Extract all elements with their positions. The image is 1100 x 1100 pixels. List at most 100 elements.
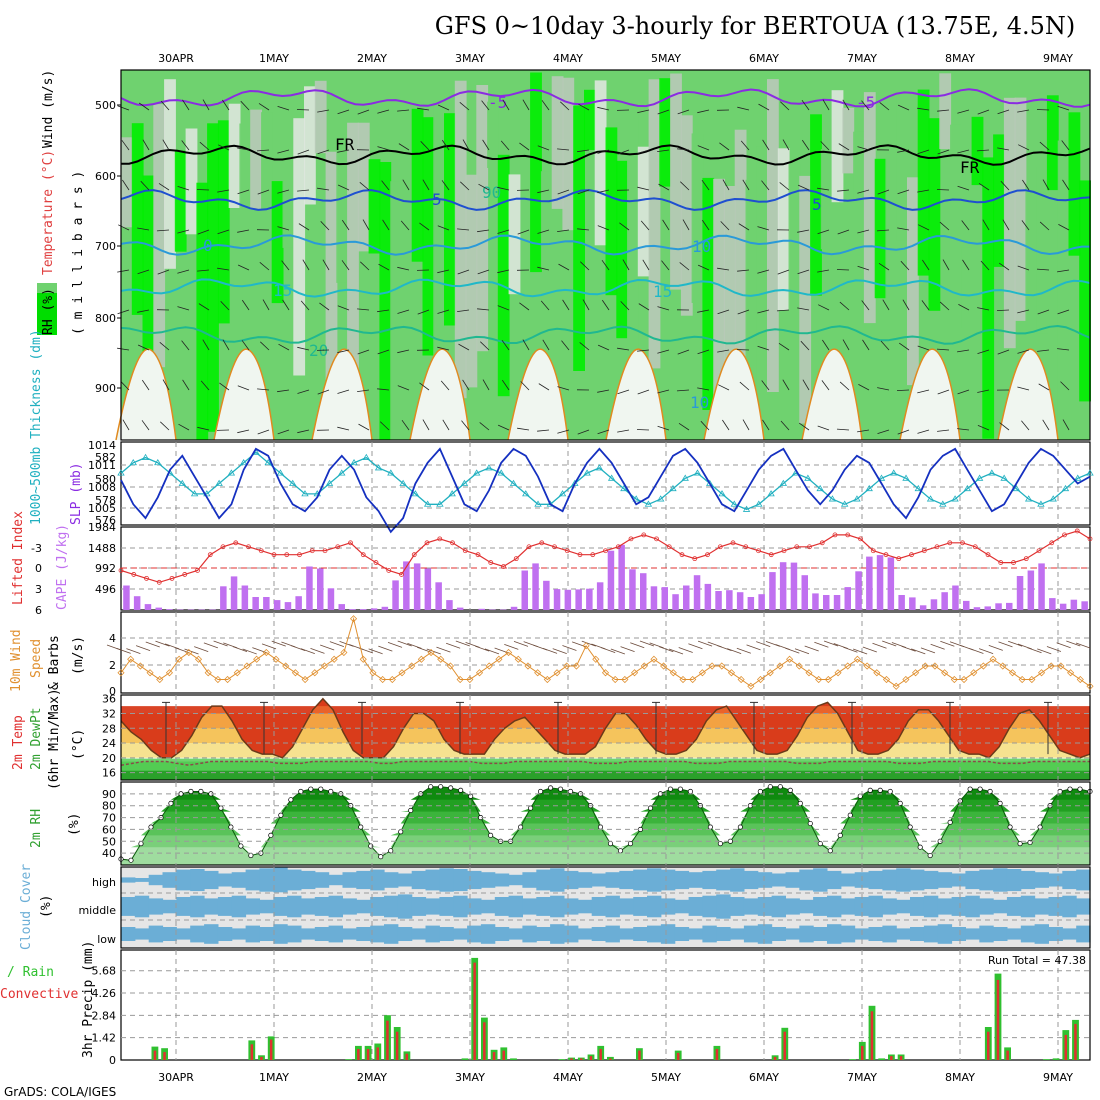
wind-barb-10m [872, 642, 887, 649]
wind-point [505, 648, 513, 657]
cape-bar [360, 609, 367, 610]
rh-point [607, 841, 614, 847]
rh-shade [454, 80, 467, 399]
cloud-cell-middle [480, 899, 496, 914]
rh-shade [121, 137, 133, 228]
wind-barb-10m [513, 640, 529, 647]
li-point [641, 532, 647, 538]
wind-barb [241, 340, 250, 351]
rh-shade [487, 101, 499, 168]
wind-barb [678, 422, 690, 431]
date-label-top: 3MAY [455, 52, 485, 65]
cloud-cell-middle [314, 897, 330, 916]
wind-barb [798, 422, 810, 431]
cloud-cell-low [923, 925, 939, 943]
wind-barb [740, 140, 750, 151]
li-point [335, 544, 341, 550]
thickness-point [632, 495, 640, 502]
cloud-cell-low [896, 928, 911, 940]
thickness-point [448, 490, 456, 497]
li-point [666, 544, 672, 550]
wind-barb [297, 189, 310, 192]
wind-barb-10m [785, 647, 800, 654]
wind-barb [522, 339, 530, 351]
date-label-top: 1MAY [259, 52, 289, 65]
wind-barb-10m [475, 645, 490, 652]
cloud-cell-low [647, 925, 662, 943]
wind-barb [737, 309, 750, 315]
wind-barb [597, 106, 610, 111]
wind-point [1067, 669, 1075, 677]
wind-barb [857, 229, 870, 234]
wind-barb [739, 381, 750, 391]
precip-conv-bar [996, 979, 1000, 1060]
wind-point [224, 675, 232, 684]
thickness-point [436, 500, 444, 507]
rh-shade [228, 103, 241, 208]
diurnal-plume [899, 348, 961, 441]
cape-bar [596, 582, 604, 610]
cape-bar [155, 607, 162, 610]
cloud-cell-low [550, 924, 565, 944]
cloud-cell-high [591, 873, 607, 887]
rh-shade [777, 148, 790, 311]
cloud-cell-low [411, 928, 427, 940]
cloud-cell-middle [217, 897, 233, 916]
cape-bar [553, 589, 561, 610]
wind-barb [897, 104, 910, 111]
date-label-bottom: 7MAY [847, 1071, 877, 1084]
thickness-point [1074, 474, 1082, 481]
wind-point [882, 675, 891, 684]
wind-point [1076, 675, 1084, 684]
cloud-cell-high [176, 869, 191, 891]
cloud-cell-low [314, 927, 330, 941]
cape-bar [1049, 598, 1056, 610]
wind-point [185, 648, 193, 657]
wind-barb [497, 186, 510, 191]
wind-barb-10m [378, 645, 393, 652]
rh-shade [551, 76, 564, 209]
cape-bar [381, 606, 389, 610]
rh-tick: 60 [102, 823, 116, 836]
wind-barb [377, 349, 390, 355]
rh-point [817, 841, 823, 847]
cape-bar [349, 609, 356, 610]
wind-barb [962, 259, 970, 271]
li-point [475, 552, 481, 558]
thickness-point [877, 474, 886, 481]
wind-barb [577, 429, 590, 435]
cloud-cell-middle [674, 899, 690, 914]
cloud-cell-low [730, 928, 745, 940]
wind-barb [778, 342, 790, 351]
cloud-cell-middle [245, 898, 260, 915]
wind-barb [237, 229, 250, 233]
wind-barb-10m [678, 647, 693, 653]
precip-conv-bar [599, 1049, 602, 1060]
wind-barb [497, 305, 510, 311]
cloud-cell-low [937, 924, 953, 944]
rh-shade [336, 109, 349, 283]
li-point [411, 552, 417, 558]
wind-barb [277, 189, 290, 194]
label-cape: CAPE (J/kg) [55, 524, 70, 610]
rh-shade [293, 118, 306, 376]
li-point [1062, 532, 1067, 538]
wind-barb [198, 303, 210, 311]
li-point [1036, 548, 1042, 554]
wind-barb [857, 146, 870, 151]
wind-barb [836, 428, 850, 431]
wind-barb [762, 139, 770, 151]
wind-point [1037, 669, 1046, 677]
wind-barb [199, 141, 210, 151]
wind-barb [157, 269, 170, 275]
rh-shade [347, 122, 359, 401]
wind-barb [178, 423, 190, 431]
wind-barb-10m [310, 647, 325, 654]
wind-barb [558, 263, 570, 271]
thickness-point [362, 453, 371, 460]
temp-tick: 28 [102, 722, 116, 735]
wind-barb [182, 379, 190, 391]
cloud-cell-high [384, 872, 399, 888]
wind-barb [982, 219, 990, 231]
wind-barb [477, 269, 490, 275]
